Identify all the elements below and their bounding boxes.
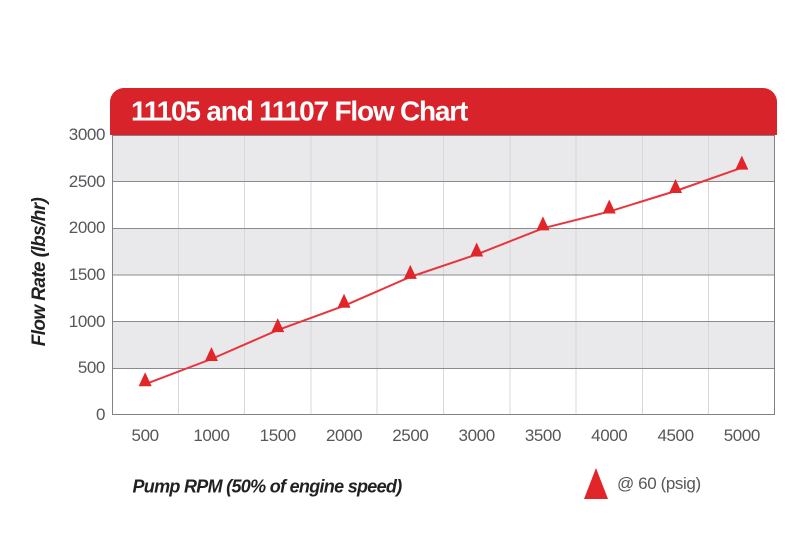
data-point-marker — [271, 318, 285, 333]
y-tick-label: 3000 — [68, 125, 106, 144]
data-point-marker — [669, 179, 683, 193]
x-tick-label: 1000 — [193, 426, 230, 445]
data-point-marker — [204, 347, 218, 361]
x-tick-label: 1500 — [259, 426, 297, 445]
y-axis-title: Flow Rate (lbs/hr) — [29, 197, 50, 347]
x-tick-label: 3000 — [458, 426, 496, 445]
data-point-marker — [403, 264, 417, 279]
data-line — [144, 166, 743, 386]
plot-border — [112, 135, 775, 415]
data-point-marker — [735, 155, 749, 170]
x-tick-label: 4500 — [657, 426, 694, 445]
x-tick-label: 500 — [131, 426, 160, 445]
y-tick-label: 500 — [77, 358, 106, 378]
data-point-marker — [138, 372, 152, 387]
y-tick-label: 1000 — [68, 311, 106, 331]
data-point-marker — [602, 199, 616, 214]
x-tick-label: 5000 — [723, 426, 761, 445]
data-point-marker — [470, 242, 484, 257]
x-axis-title: Pump RPM (50% of engine speed) — [132, 476, 402, 497]
x-tick-label: 2000 — [325, 426, 363, 445]
chart-title-banner: 11105 and 11107 Flow Chart — [110, 88, 777, 135]
y-tick-label: 1500 — [68, 265, 106, 284]
data-point-marker — [536, 216, 550, 231]
plot-svg — [112, 135, 775, 415]
x-tick-label: 4000 — [591, 426, 628, 445]
y-tick-label: 2000 — [68, 218, 106, 238]
y-tick-label: 2500 — [68, 171, 106, 191]
legend-triangle-marker-icon — [584, 468, 608, 499]
legend: @ 60 (psig) — [584, 467, 701, 500]
chart-title: 11105 and 11107 Flow Chart — [131, 94, 468, 126]
x-tick-label: 2500 — [392, 426, 429, 445]
y-tick-label: 0 — [95, 405, 105, 424]
data-point-marker — [337, 293, 351, 308]
x-tick-label: 3500 — [524, 426, 562, 445]
legend-label: @ 60 (psig) — [617, 473, 701, 493]
plot-area — [112, 135, 775, 415]
